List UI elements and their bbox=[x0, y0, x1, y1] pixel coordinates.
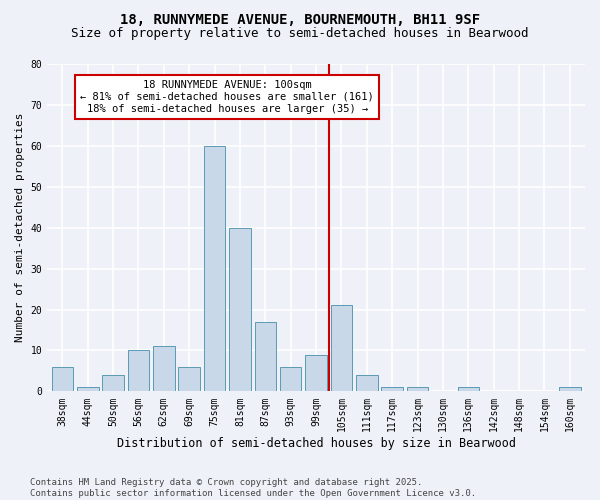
Bar bbox=[331, 306, 352, 392]
Bar bbox=[178, 367, 200, 392]
Bar bbox=[77, 387, 98, 392]
Bar bbox=[305, 354, 327, 392]
Bar bbox=[458, 387, 479, 392]
Bar bbox=[280, 367, 301, 392]
Text: 18, RUNNYMEDE AVENUE, BOURNEMOUTH, BH11 9SF: 18, RUNNYMEDE AVENUE, BOURNEMOUTH, BH11 … bbox=[120, 12, 480, 26]
Bar bbox=[254, 322, 276, 392]
Bar bbox=[229, 228, 251, 392]
Text: Contains HM Land Registry data © Crown copyright and database right 2025.
Contai: Contains HM Land Registry data © Crown c… bbox=[30, 478, 476, 498]
Text: Size of property relative to semi-detached houses in Bearwood: Size of property relative to semi-detach… bbox=[71, 28, 529, 40]
Bar bbox=[128, 350, 149, 392]
Bar bbox=[356, 375, 377, 392]
Bar bbox=[52, 367, 73, 392]
Bar bbox=[153, 346, 175, 392]
Bar bbox=[103, 375, 124, 392]
Text: 18 RUNNYMEDE AVENUE: 100sqm
← 81% of semi-detached houses are smaller (161)
18% : 18 RUNNYMEDE AVENUE: 100sqm ← 81% of sem… bbox=[80, 80, 374, 114]
Bar bbox=[559, 387, 581, 392]
Y-axis label: Number of semi-detached properties: Number of semi-detached properties bbox=[15, 113, 25, 342]
Bar bbox=[382, 387, 403, 392]
X-axis label: Distribution of semi-detached houses by size in Bearwood: Distribution of semi-detached houses by … bbox=[116, 437, 515, 450]
Bar bbox=[407, 387, 428, 392]
Bar bbox=[204, 146, 226, 392]
